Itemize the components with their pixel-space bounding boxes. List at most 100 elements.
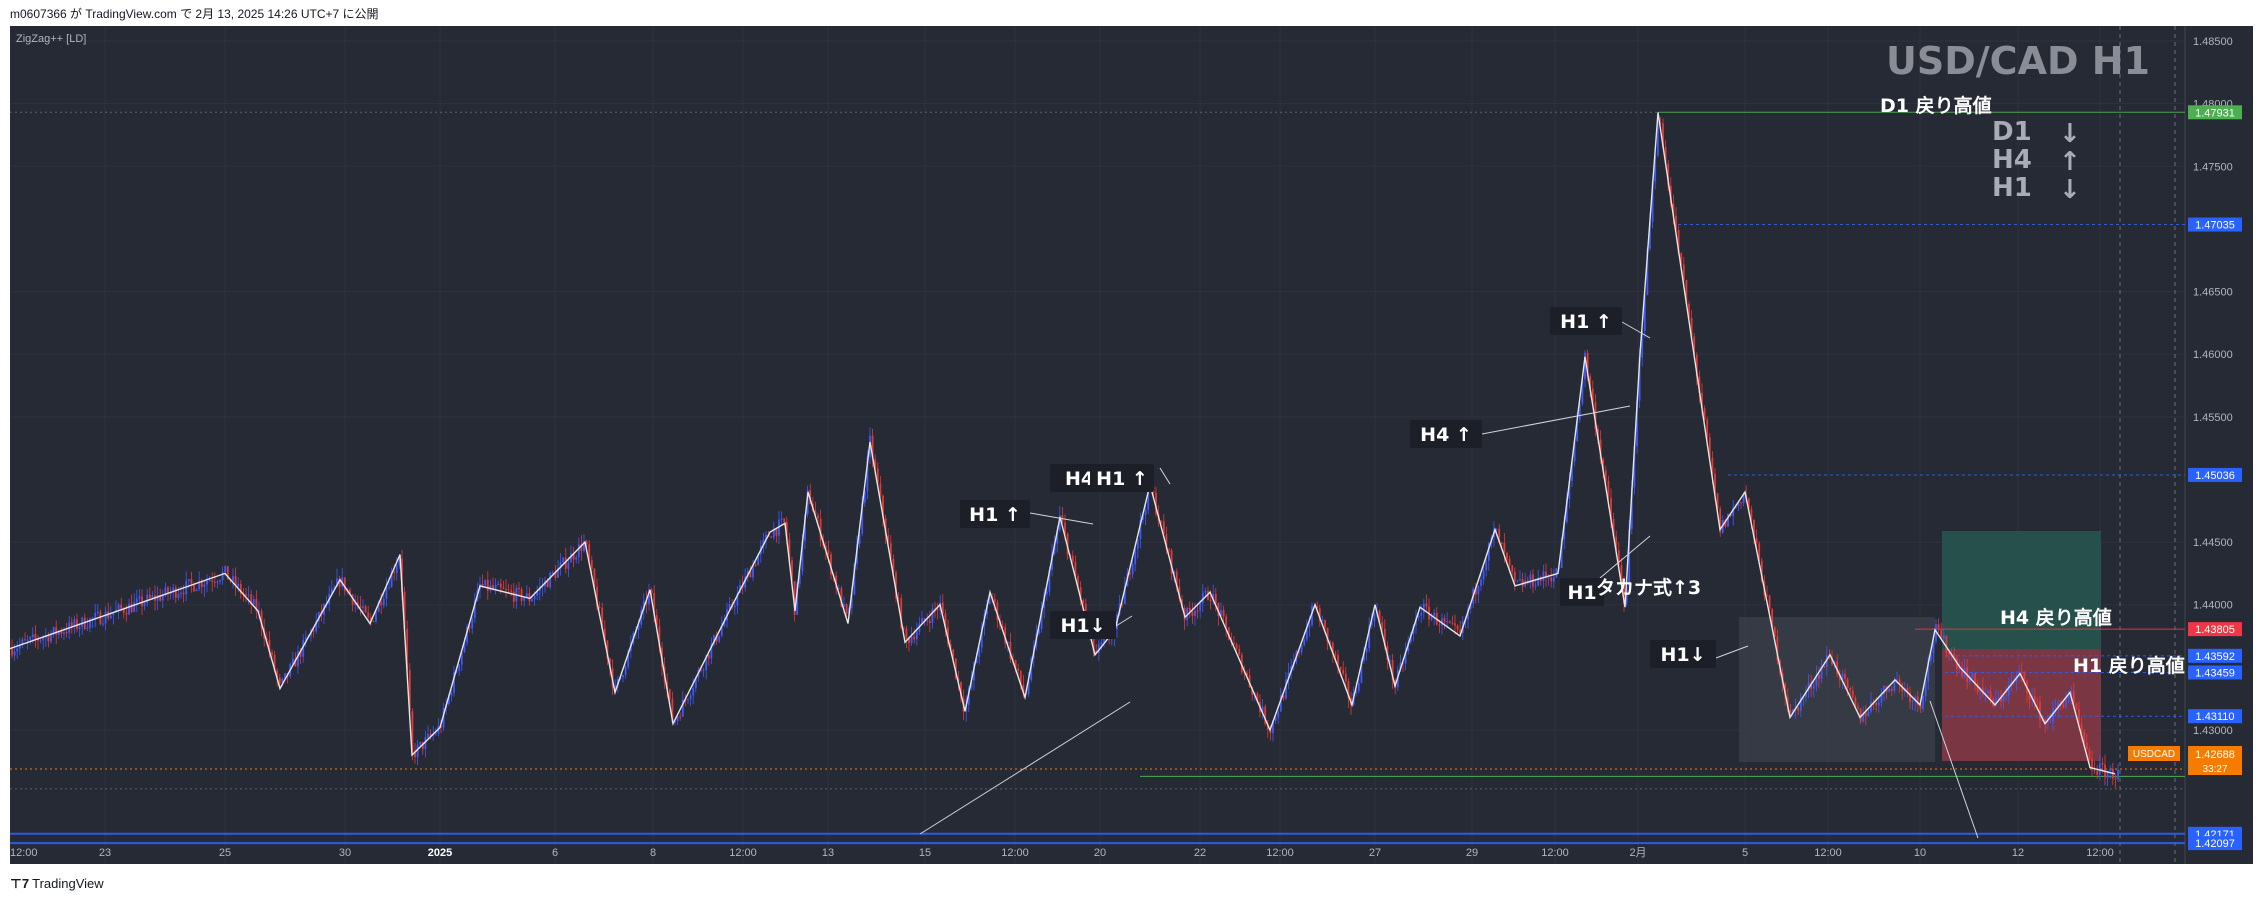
candle-body bbox=[1474, 589, 1477, 595]
annotation-h1-up-mid[interactable]: H1 ↑ bbox=[1090, 464, 1154, 492]
candle-body bbox=[135, 598, 138, 603]
candle-body bbox=[882, 495, 884, 519]
candle-body bbox=[78, 626, 81, 629]
price-chart[interactable]: ZigZag++ [LD] USD/CAD H1 D1 ↓ H4 ↑ H1 ↓ … bbox=[10, 26, 2253, 869]
annotation-h1-up-right[interactable]: H1 ↑ bbox=[1550, 307, 1622, 335]
candle-body bbox=[1656, 122, 1659, 156]
pointer-line bbox=[1115, 615, 1133, 627]
candle-body bbox=[1064, 522, 1066, 534]
candle-body bbox=[102, 623, 104, 625]
candle-body bbox=[1227, 627, 1230, 640]
candle-body bbox=[1755, 538, 1758, 544]
candle-body bbox=[1792, 709, 1794, 713]
x-tick-label: 22 bbox=[1194, 847, 1206, 859]
candle-body bbox=[1378, 610, 1381, 622]
price-labels: 1.47931 1.47035 1.45036 1.43805 1.43592 1.434… bbox=[2188, 105, 2242, 851]
svg-text:H1 ↑: H1 ↑ bbox=[1096, 468, 1148, 490]
candle-body bbox=[1667, 163, 1670, 186]
candle-body bbox=[1165, 534, 1168, 550]
candle-body bbox=[2005, 695, 2008, 697]
pointer-line bbox=[919, 701, 1131, 835]
candle-body bbox=[369, 617, 372, 621]
annotation-h4-up[interactable]: H4 ↑ bbox=[1410, 420, 1482, 448]
trend-tf-h1: H1 bbox=[1992, 173, 2032, 203]
candle-body bbox=[1552, 576, 1555, 582]
candle-body bbox=[835, 575, 838, 589]
candle-body bbox=[949, 643, 952, 650]
candle-body bbox=[34, 634, 37, 639]
candle-body bbox=[1365, 648, 1368, 653]
annotation-h1-up-left[interactable]: H1 ↑ bbox=[960, 500, 1030, 528]
candle-body bbox=[2002, 696, 2005, 702]
candle-body bbox=[57, 631, 60, 635]
zigzag-line bbox=[10, 112, 2116, 775]
candle-body bbox=[1896, 679, 1898, 681]
candle-body bbox=[910, 636, 913, 644]
candle-body bbox=[271, 652, 273, 655]
candle-body bbox=[1714, 473, 1716, 494]
x-tick-label: 2025 bbox=[428, 847, 452, 859]
annotation-h1-takana[interactable]: H1 bbox=[1560, 578, 1604, 606]
candle-body bbox=[26, 639, 29, 641]
candle-body bbox=[1014, 659, 1017, 669]
candle-body bbox=[359, 605, 362, 608]
candle-body bbox=[174, 587, 177, 598]
candle-body bbox=[861, 502, 864, 534]
candle-body bbox=[858, 533, 861, 544]
candle-body bbox=[2101, 763, 2104, 765]
candle-body bbox=[1300, 645, 1303, 653]
candle-body bbox=[1870, 702, 1872, 712]
candle-body bbox=[468, 626, 471, 629]
candle-body bbox=[549, 572, 552, 588]
candle-body bbox=[996, 602, 999, 621]
candle-body bbox=[681, 699, 684, 717]
y-tick-label: 1.47500 bbox=[2193, 161, 2233, 173]
x-tick-label: 25 bbox=[219, 847, 231, 859]
candle-body bbox=[1909, 692, 1911, 703]
candle-body bbox=[1584, 352, 1586, 380]
candle-body bbox=[1708, 437, 1711, 458]
candle-body bbox=[1768, 595, 1771, 609]
annotation-h1-down-right[interactable]: H1↓ bbox=[1650, 640, 1716, 668]
candle-body bbox=[674, 721, 676, 723]
candle-body bbox=[2044, 719, 2047, 723]
candle-body bbox=[424, 737, 427, 749]
candle-body bbox=[876, 468, 879, 484]
x-tick-label: 13 bbox=[822, 847, 834, 859]
candle-body bbox=[1467, 608, 1469, 620]
candle-body bbox=[562, 557, 565, 563]
candle-body bbox=[151, 595, 154, 598]
candle-body bbox=[1542, 571, 1545, 581]
candle-body bbox=[200, 580, 203, 588]
candle-body bbox=[1298, 651, 1300, 653]
candle-body bbox=[1173, 571, 1176, 574]
candle-body bbox=[1477, 585, 1480, 595]
candle-body bbox=[1576, 419, 1579, 442]
y-tick-label: 1.45500 bbox=[2193, 412, 2233, 424]
candle-body bbox=[315, 620, 318, 632]
candle-body bbox=[525, 593, 528, 599]
candle-body bbox=[765, 534, 767, 540]
level-label-d1: D1 戻り高値 bbox=[1880, 94, 1992, 117]
footer-brand[interactable]: ⊤7 TradingView bbox=[10, 873, 104, 895]
candle-body bbox=[1201, 592, 1204, 604]
candle-body bbox=[819, 518, 822, 541]
candle-body bbox=[1303, 639, 1306, 646]
candle-body bbox=[1547, 577, 1550, 579]
candle-body bbox=[1147, 484, 1150, 510]
annotation-h1-down-left[interactable]: H1↓ bbox=[1050, 611, 1116, 639]
candle-body bbox=[393, 571, 396, 573]
candle-body bbox=[692, 688, 695, 696]
candle-body bbox=[1545, 571, 1547, 578]
price-label: 1.43110 bbox=[2196, 711, 2235, 723]
candle-body bbox=[671, 698, 674, 723]
candle-body bbox=[1651, 181, 1654, 222]
annotation-h4[interactable]: H4 bbox=[1050, 464, 1100, 492]
y-tick-label: 1.44000 bbox=[2193, 600, 2233, 612]
candle-body bbox=[1961, 667, 1963, 677]
candle-body bbox=[1677, 229, 1680, 254]
candle-body bbox=[567, 562, 570, 569]
candle-body bbox=[380, 601, 383, 606]
candle-body bbox=[260, 610, 263, 629]
candle-body bbox=[1199, 603, 1202, 611]
